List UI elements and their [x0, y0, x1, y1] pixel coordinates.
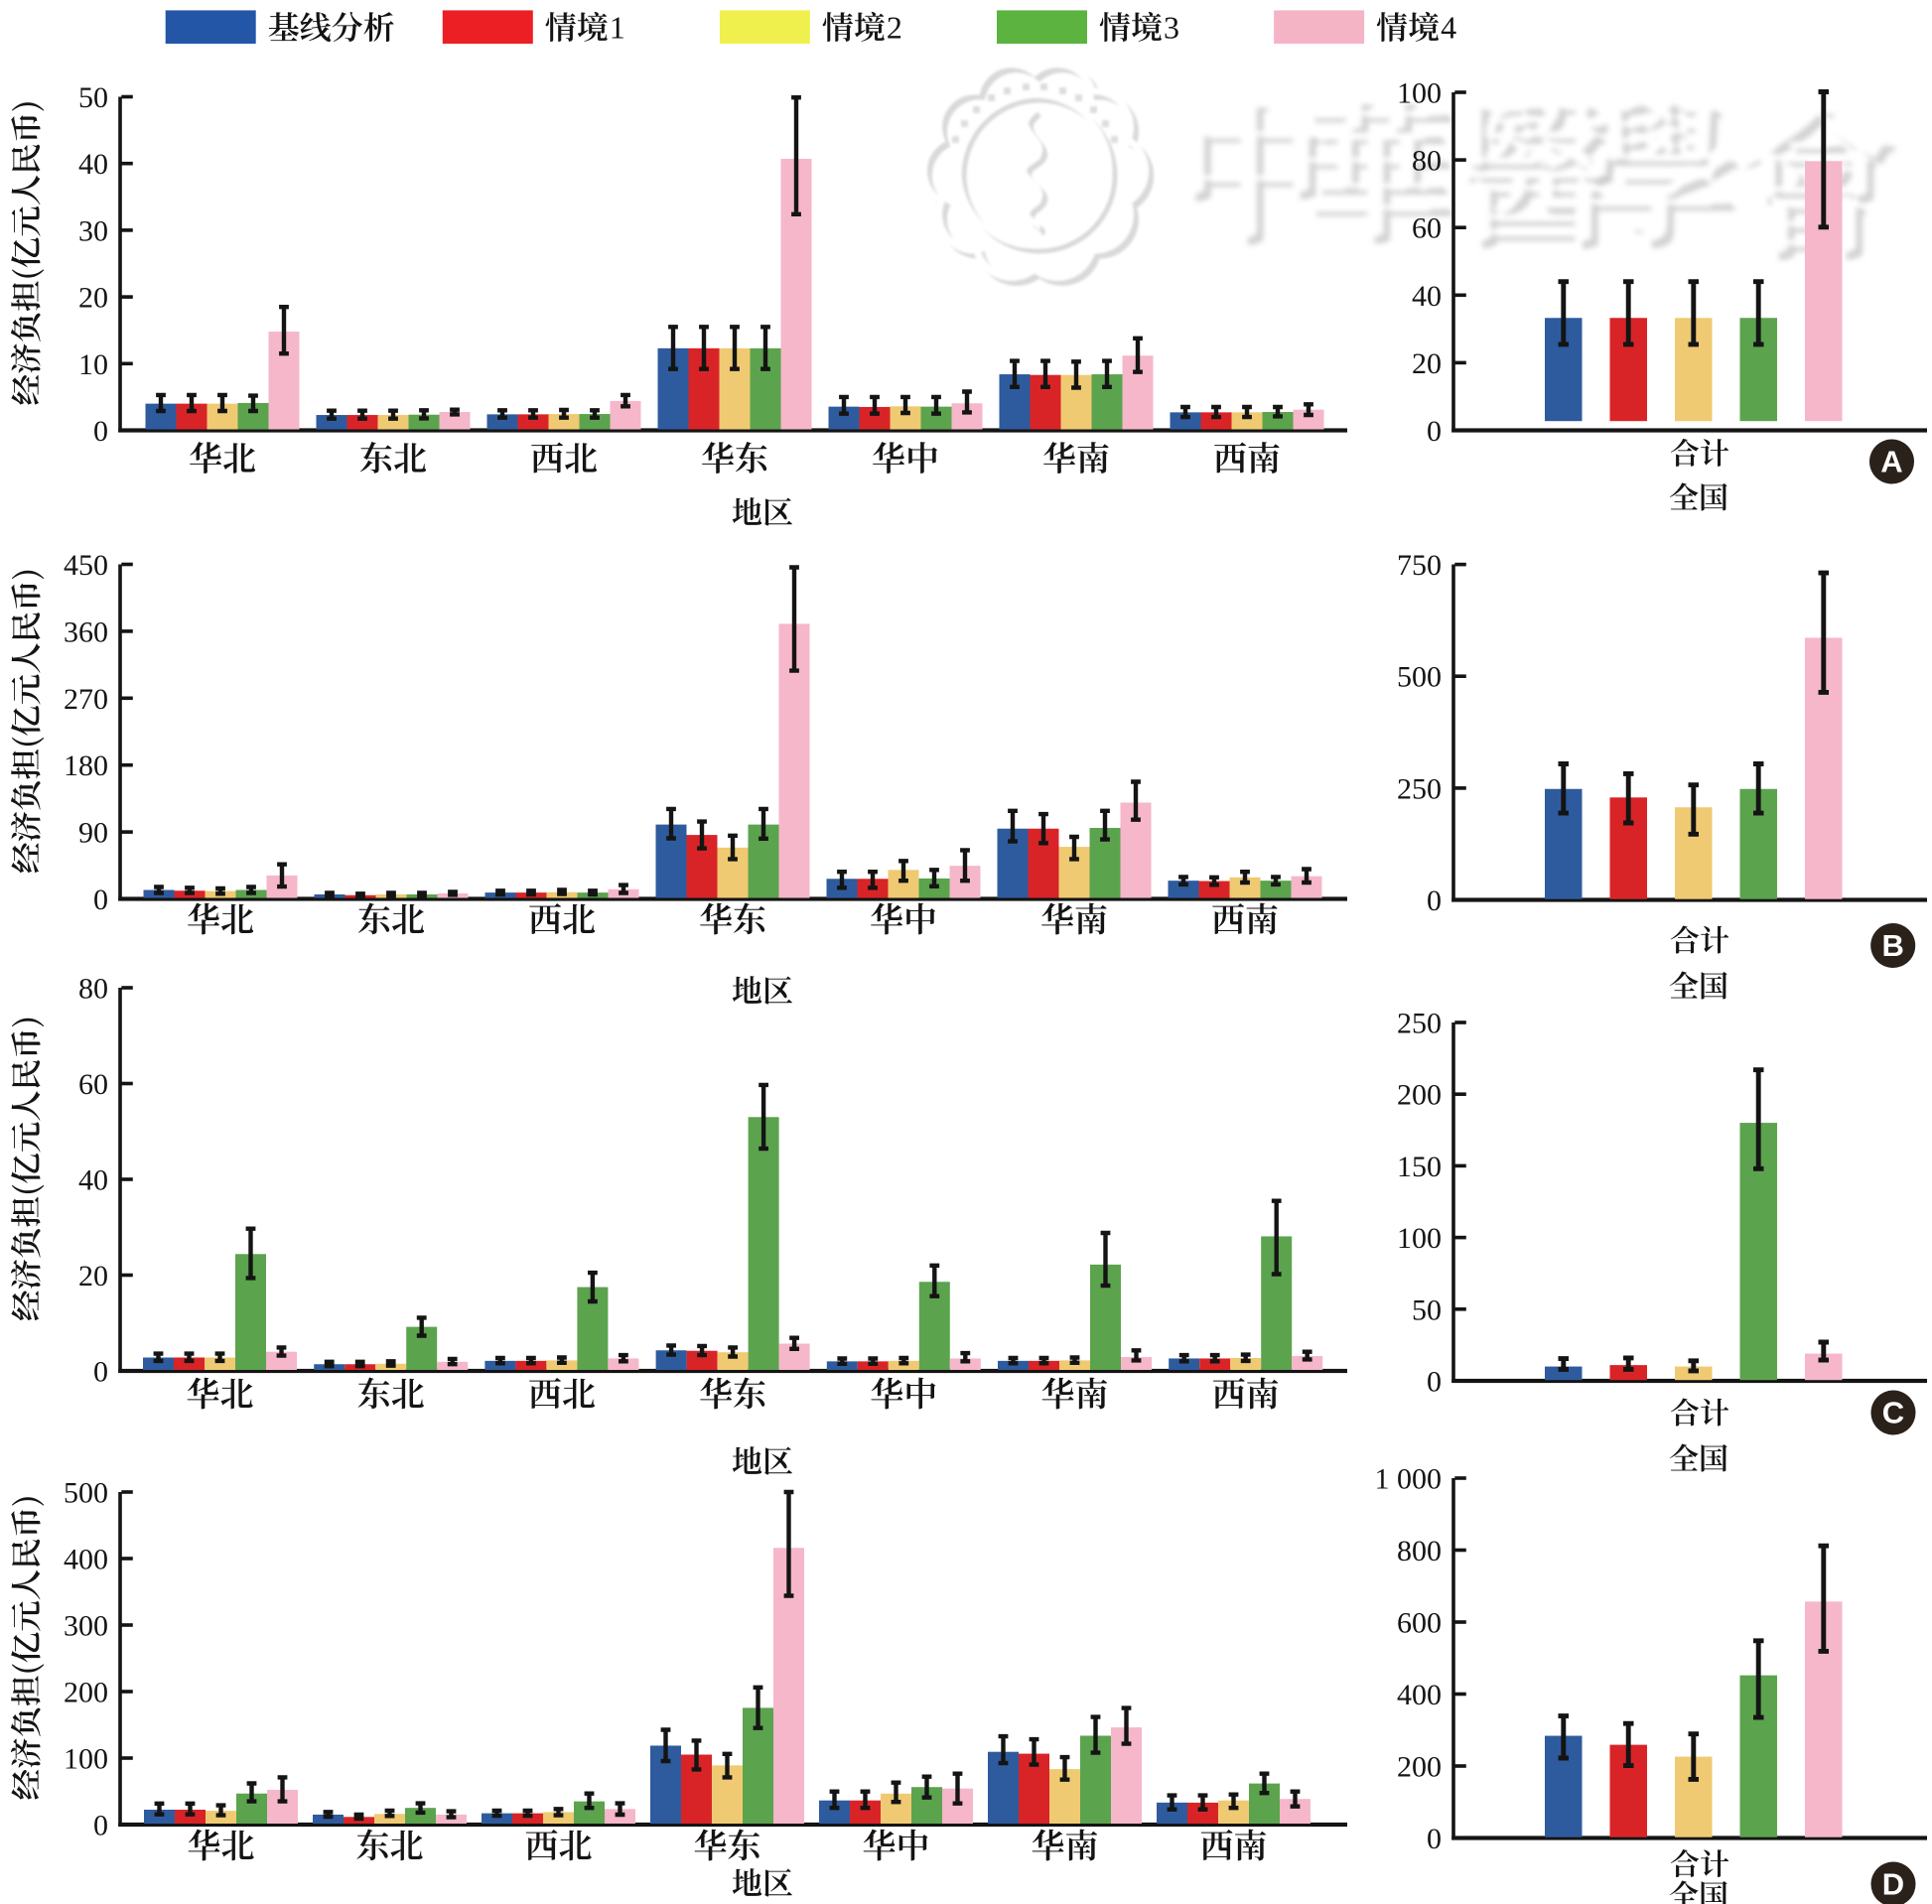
svg-text:2: 2 — [887, 10, 902, 46]
svg-text:0: 0 — [1427, 884, 1442, 917]
svg-text:0: 0 — [93, 884, 108, 916]
svg-text:A: A — [1880, 445, 1902, 479]
svg-text:50: 50 — [1412, 1293, 1442, 1326]
svg-text:80: 80 — [78, 973, 108, 1006]
svg-text:0: 0 — [1427, 1366, 1442, 1399]
svg-text:60: 60 — [1412, 212, 1442, 245]
svg-text:40: 40 — [1412, 280, 1442, 313]
svg-text:400: 400 — [1397, 1679, 1442, 1711]
svg-text:60: 60 — [78, 1068, 108, 1101]
svg-text:20: 20 — [78, 1260, 108, 1292]
svg-text:0: 0 — [93, 1810, 108, 1842]
svg-text:400: 400 — [64, 1544, 108, 1576]
svg-text:250: 250 — [1397, 1008, 1442, 1040]
svg-text:40: 40 — [78, 148, 108, 181]
svg-text:20: 20 — [78, 282, 108, 315]
svg-text:100: 100 — [1397, 77, 1442, 110]
svg-text:450: 450 — [64, 549, 108, 582]
svg-text:800: 800 — [1397, 1535, 1442, 1567]
svg-text:0: 0 — [93, 1356, 108, 1389]
svg-text:3: 3 — [1164, 10, 1179, 46]
svg-text:90: 90 — [78, 817, 108, 850]
svg-text:4: 4 — [1441, 10, 1456, 46]
svg-text:200: 200 — [1397, 1079, 1442, 1112]
svg-text:200: 200 — [1397, 1751, 1442, 1784]
svg-text:100: 100 — [64, 1743, 108, 1776]
svg-text:1 000: 1 000 — [1375, 1463, 1443, 1496]
svg-text:500: 500 — [64, 1477, 108, 1510]
svg-text:250: 250 — [1397, 772, 1442, 805]
svg-text:270: 270 — [64, 683, 108, 716]
svg-text:180: 180 — [64, 749, 108, 782]
svg-text:750: 750 — [1397, 549, 1442, 582]
svg-text:1: 1 — [610, 10, 625, 46]
svg-text:D: D — [1882, 1867, 1904, 1902]
svg-text:50: 50 — [78, 81, 108, 114]
svg-text:600: 600 — [1397, 1607, 1442, 1640]
svg-text:360: 360 — [64, 615, 108, 648]
svg-text:150: 150 — [1397, 1151, 1442, 1183]
svg-text:500: 500 — [1397, 661, 1442, 694]
svg-text:10: 10 — [78, 348, 108, 381]
svg-text:80: 80 — [1412, 145, 1442, 178]
svg-text:C: C — [1882, 1396, 1904, 1430]
svg-text:B: B — [1882, 928, 1904, 963]
svg-text:0: 0 — [93, 415, 108, 448]
svg-text:0: 0 — [1427, 415, 1442, 448]
svg-text:300: 300 — [64, 1610, 108, 1643]
svg-text:30: 30 — [78, 214, 108, 247]
svg-text:200: 200 — [64, 1677, 108, 1709]
svg-text:0: 0 — [1427, 1823, 1442, 1855]
svg-text:20: 20 — [1412, 347, 1442, 380]
svg-text:40: 40 — [78, 1164, 108, 1197]
svg-text:100: 100 — [1397, 1222, 1442, 1255]
